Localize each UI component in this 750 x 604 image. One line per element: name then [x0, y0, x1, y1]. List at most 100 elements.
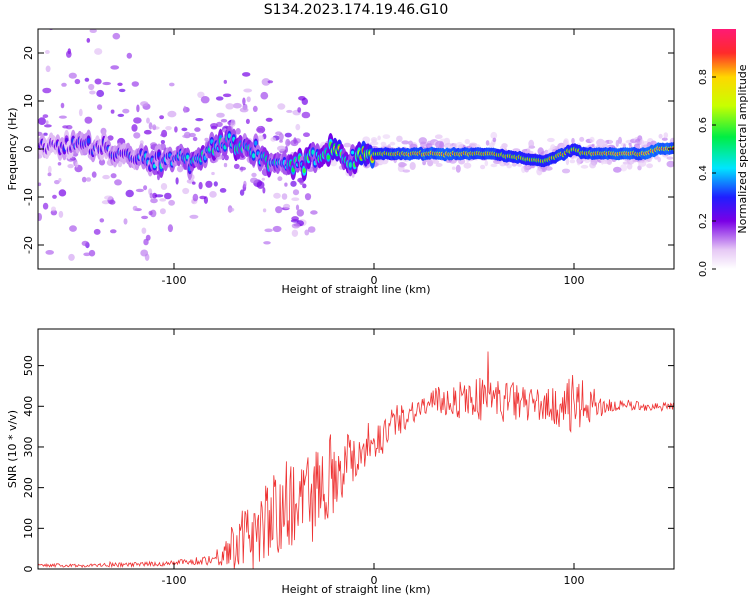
- spectral-blob: [263, 241, 271, 245]
- spectral-blob: [181, 127, 188, 132]
- ridge-core: [291, 167, 295, 173]
- spectral-blob: [235, 128, 241, 135]
- spectral-blob: [455, 164, 461, 173]
- spectral-blob: [370, 141, 379, 146]
- spectral-blob: [131, 124, 138, 132]
- spectral-blob: [219, 188, 227, 193]
- spectral-blob: [38, 117, 46, 125]
- spectral-blob: [168, 199, 176, 206]
- spectral-blob: [192, 181, 196, 185]
- spectral-blob: [118, 88, 126, 93]
- spectral-blob: [250, 177, 258, 184]
- spectral-blob: [524, 165, 530, 173]
- spectral-blob: [264, 228, 273, 233]
- figure-title: S134.2023.174.19.46.G10: [264, 2, 449, 18]
- spectral-blob: [257, 135, 264, 142]
- spectral-blob: [351, 172, 355, 178]
- spectral-blob: [277, 145, 286, 152]
- spectral-blob: [182, 187, 190, 195]
- spectral-blob: [608, 139, 613, 144]
- y-tick-label: 10: [22, 94, 35, 108]
- spectral-blob: [82, 276, 86, 281]
- spectrogram-y-axis-label: Frequency (Hz): [6, 108, 19, 191]
- spectral-blob: [563, 138, 569, 147]
- spectral-blob: [291, 197, 300, 201]
- spectral-blob: [53, 291, 60, 295]
- spectral-blob: [427, 159, 433, 167]
- spectral-blob: [135, 188, 144, 193]
- spectral-blob: [435, 163, 443, 167]
- ridge-core: [87, 138, 91, 144]
- spectral-blob: [38, 213, 42, 221]
- spectral-blob: [104, 195, 113, 200]
- spectral-blob: [464, 138, 470, 145]
- spectral-blob: [292, 189, 300, 196]
- spectral-blob: [94, 48, 103, 55]
- spectral-blob: [58, 189, 67, 197]
- spectral-blob: [239, 189, 245, 196]
- spectral-blob: [43, 132, 48, 136]
- spectral-blob: [260, 91, 269, 100]
- spectral-blob: [657, 156, 661, 163]
- spectral-blob: [304, 193, 312, 201]
- spectral-blob: [58, 210, 64, 218]
- spectral-blob: [136, 104, 140, 113]
- spectral-blob: [547, 137, 555, 143]
- y-tick-label: 0: [22, 146, 35, 153]
- spectral-blob: [409, 162, 416, 170]
- spectral-blob: [620, 164, 628, 172]
- spectral-blob: [272, 225, 282, 233]
- spectral-blob: [279, 139, 283, 143]
- spectral-blob: [463, 162, 472, 169]
- spectral-blob: [107, 135, 114, 141]
- spectral-blob: [96, 89, 105, 98]
- spectrogram-x-axis-label: Height of straight line (km): [281, 283, 430, 296]
- spectral-blob: [65, 125, 73, 130]
- spectral-blob: [251, 172, 257, 178]
- x-tick-label: 100: [564, 574, 585, 587]
- spectral-blob: [220, 118, 228, 123]
- x-tick-label: -100: [162, 574, 187, 587]
- spectral-blob: [528, 139, 535, 148]
- spectral-blob: [195, 118, 204, 122]
- spectral-blob: [396, 135, 403, 142]
- spectral-blob: [45, 65, 51, 73]
- spectral-blob: [110, 173, 117, 179]
- spectral-blob: [192, 136, 198, 142]
- spectral-blob: [302, 183, 307, 189]
- spectral-blob: [242, 97, 246, 106]
- y-tick-label: 100: [22, 518, 35, 539]
- spectral-blob: [126, 52, 132, 59]
- spectral-blob: [45, 120, 49, 125]
- spectral-blob: [267, 80, 274, 84]
- ridge-core: [65, 137, 69, 143]
- spectral-blob: [150, 198, 158, 204]
- spectral-blob: [261, 177, 265, 181]
- spectral-blob: [455, 141, 464, 149]
- spectral-blob: [117, 20, 124, 24]
- spectral-blob: [167, 224, 173, 233]
- spectral-blob: [246, 96, 251, 103]
- spectral-blob: [141, 227, 147, 234]
- spectral-blob: [101, 0, 106, 1]
- spectral-blob: [303, 132, 310, 137]
- spectral-blob: [117, 113, 125, 117]
- spectral-blob: [439, 141, 445, 150]
- spectral-blob: [301, 111, 311, 119]
- spectral-blob: [536, 168, 543, 176]
- snr-frame: [37, 328, 675, 570]
- spectral-blob: [262, 187, 266, 194]
- spectral-blob: [177, 165, 184, 173]
- spectral-blob: [569, 159, 576, 164]
- spectral-blob: [175, 177, 179, 185]
- spectral-blob: [511, 162, 517, 167]
- spectral-blob: [216, 121, 223, 127]
- spectral-blob: [484, 160, 489, 167]
- snr-x-axis-label: Height of straight line (km): [281, 583, 430, 596]
- spectral-blob: [213, 181, 218, 187]
- spectral-blob: [102, 81, 111, 86]
- spectral-blob: [83, 252, 91, 257]
- ridge-core: [311, 149, 315, 155]
- spectral-blob: [110, 109, 115, 114]
